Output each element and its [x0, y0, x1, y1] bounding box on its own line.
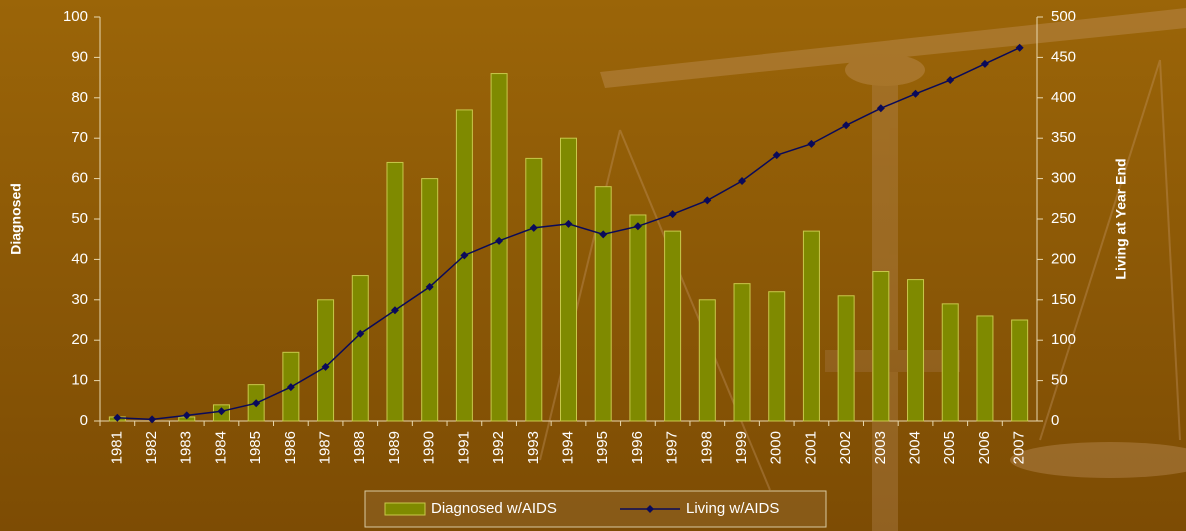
y2-tick-label: 500: [1051, 8, 1076, 25]
x-tick-label: 1987: [317, 431, 334, 464]
x-tick-label: 1988: [351, 431, 368, 464]
bar: [699, 300, 715, 421]
y-tick-label: 30: [71, 291, 88, 308]
x-tick-label: 1997: [664, 431, 681, 464]
y2-tick-label: 350: [1051, 129, 1076, 146]
y-tick-label: 70: [71, 129, 88, 146]
x-tick-label: 2002: [837, 431, 854, 464]
bar: [595, 187, 611, 421]
y-tick-label: 80: [71, 89, 88, 106]
page: {"chart_data": { "type": "bar-line", "yl…: [0, 0, 1186, 531]
x-tick-label: 2001: [802, 431, 819, 464]
x-tick-label: 1986: [282, 431, 299, 464]
legend-swatch: [385, 503, 425, 515]
y2-tick-label: 150: [1051, 291, 1076, 308]
x-tick-label: 1983: [178, 431, 195, 464]
x-tick-label: 1981: [108, 431, 125, 464]
x-tick-label: 1999: [733, 431, 750, 464]
y-tick-label: 90: [71, 48, 88, 65]
x-tick-label: 1984: [212, 431, 229, 464]
bar: [1012, 320, 1028, 421]
y2-tick-label: 450: [1051, 48, 1076, 65]
x-tick-label: 2007: [1011, 431, 1028, 464]
y2-tick-label: 200: [1051, 250, 1076, 267]
y-tick-label: 0: [80, 412, 88, 429]
x-tick-label: 1996: [629, 431, 646, 464]
x-tick-label: 1994: [559, 431, 576, 464]
x-tick-label: 1989: [386, 431, 403, 464]
y-tick-label: 50: [71, 210, 88, 227]
legend: Diagnosed w/AIDS Living w/AIDS: [365, 491, 826, 527]
x-tick-label: 2003: [872, 431, 889, 464]
legend-label: Living w/AIDS: [686, 500, 779, 517]
x-tick-label: 1998: [698, 431, 715, 464]
x-tick-label: 1992: [490, 431, 507, 464]
bar: [387, 162, 403, 421]
legend-label: Diagnosed w/AIDS: [431, 500, 557, 517]
y2-tick-label: 100: [1051, 331, 1076, 348]
bar: [491, 74, 507, 421]
bar: [352, 276, 368, 421]
y-axis-title: Diagnosed: [8, 183, 24, 255]
chart: Diagnosed Living at Year End Diagnosed w…: [0, 0, 1186, 531]
y2-tick-label: 300: [1051, 170, 1076, 187]
bar: [942, 304, 958, 421]
bar: [561, 138, 577, 421]
bar: [769, 292, 785, 421]
bar: [526, 158, 542, 421]
y-tick-label: 10: [71, 372, 88, 389]
y-tick-label: 20: [71, 331, 88, 348]
y-tick-label: 60: [71, 170, 88, 187]
bar: [908, 280, 924, 421]
x-tick-label: 1993: [525, 431, 542, 464]
bar: [665, 231, 681, 421]
x-tick-label: 2005: [941, 431, 958, 464]
bar: [318, 300, 334, 421]
x-tick-label: 1982: [143, 431, 160, 464]
x-tick-label: 2000: [768, 431, 785, 464]
y-tick-label: 100: [63, 8, 88, 25]
x-tick-label: 2004: [907, 431, 924, 464]
x-tick-label: 1990: [421, 431, 438, 464]
bar: [803, 231, 819, 421]
y2-tick-label: 0: [1051, 412, 1059, 429]
x-tick-label: 1995: [594, 431, 611, 464]
bar: [977, 316, 993, 421]
x-tick-label: 2006: [976, 431, 993, 464]
y-tick-label: 40: [71, 250, 88, 267]
y2-tick-label: 50: [1051, 372, 1068, 389]
bar: [456, 110, 472, 421]
x-tick-label: 1991: [455, 431, 472, 464]
y2-tick-label: 400: [1051, 89, 1076, 106]
bar: [873, 272, 889, 421]
bar: [734, 284, 750, 421]
y2-axis-title: Living at Year End: [1113, 158, 1129, 279]
bar: [630, 215, 646, 421]
x-tick-label: 1985: [247, 431, 264, 464]
y2-tick-label: 250: [1051, 210, 1076, 227]
bar: [422, 179, 438, 421]
bar: [838, 296, 854, 421]
